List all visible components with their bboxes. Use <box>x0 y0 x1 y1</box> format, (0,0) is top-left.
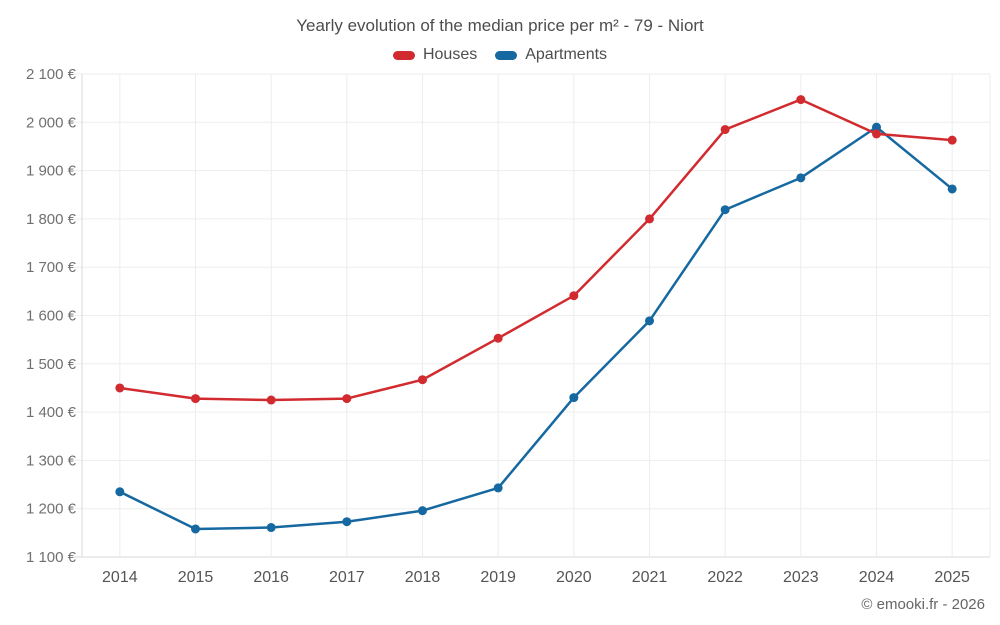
data-point-apartments-2020[interactable] <box>569 393 579 403</box>
x-tick-label: 2014 <box>102 569 138 586</box>
houses-series-swatch <box>392 50 415 60</box>
y-tick-label: 1 800 € <box>26 211 77 228</box>
legend-item-apartments[interactable]: Apartments <box>495 46 607 64</box>
data-point-houses-2016[interactable] <box>266 395 276 405</box>
x-tick-label: 2015 <box>178 569 214 586</box>
data-point-houses-2018[interactable] <box>418 375 427 385</box>
data-point-houses-2019[interactable] <box>493 333 503 343</box>
x-tick-label: 2021 <box>632 569 668 586</box>
data-point-apartments-2023[interactable] <box>796 173 806 183</box>
y-tick-label: 1 700 € <box>26 259 77 276</box>
legend-label-houses: Houses <box>422 46 478 63</box>
x-tick-label: 2020 <box>556 569 592 586</box>
y-tick-label: 1 500 € <box>26 356 77 373</box>
x-tick-label: 2023 <box>783 569 819 586</box>
data-point-apartments-2015[interactable] <box>191 524 200 534</box>
data-point-houses-2024[interactable] <box>872 129 881 139</box>
data-point-houses-2023[interactable] <box>796 95 806 105</box>
y-tick-label: 1 600 € <box>26 308 77 325</box>
data-point-houses-2025[interactable] <box>947 135 957 145</box>
data-point-apartments-2016[interactable] <box>266 523 276 533</box>
legend-item-houses[interactable]: Houses <box>392 46 478 64</box>
data-point-houses-2021[interactable] <box>645 214 654 224</box>
data-point-apartments-2025[interactable] <box>947 184 957 194</box>
x-tick-label: 2017 <box>329 569 365 586</box>
data-point-apartments-2019[interactable] <box>493 483 503 493</box>
data-point-apartments-2024[interactable] <box>872 122 881 132</box>
legend-label-apartments: Apartments <box>525 46 608 63</box>
data-point-apartments-2017[interactable] <box>342 517 352 527</box>
copyright-footer: © emooki.fr - 2026 <box>861 596 985 613</box>
x-tick-label: 2025 <box>934 569 970 586</box>
apartments-series-swatch <box>495 50 518 60</box>
chart-legend: Houses Apartments <box>0 46 1000 64</box>
y-tick-label: 1 900 € <box>26 163 77 180</box>
data-point-apartments-2021[interactable] <box>645 316 654 326</box>
x-tick-label: 2018 <box>405 569 441 586</box>
x-tick-label: 2019 <box>480 569 516 586</box>
y-tick-label: 1 100 € <box>26 549 77 566</box>
data-point-houses-2017[interactable] <box>342 394 352 404</box>
data-point-houses-2022[interactable] <box>720 125 730 135</box>
y-tick-label: 1 400 € <box>26 404 77 421</box>
data-point-houses-2014[interactable] <box>115 383 125 393</box>
y-tick-label: 2 000 € <box>26 114 77 131</box>
data-point-apartments-2014[interactable] <box>115 487 125 497</box>
data-point-apartments-2022[interactable] <box>720 205 730 215</box>
series-line-apartments <box>118 125 954 531</box>
chart-title: Yearly evolution of the median price per… <box>296 16 704 35</box>
y-tick-label: 2 100 € <box>26 66 77 83</box>
y-tick-label: 1 300 € <box>26 452 77 469</box>
data-point-houses-2020[interactable] <box>569 291 579 301</box>
series-line-houses <box>118 98 954 402</box>
x-tick-label: 2016 <box>253 569 289 586</box>
y-tick-label: 1 200 € <box>26 501 77 518</box>
x-tick-label: 2024 <box>859 569 895 586</box>
x-tick-label: 2022 <box>707 569 743 586</box>
data-point-apartments-2018[interactable] <box>418 506 427 516</box>
data-point-houses-2015[interactable] <box>191 394 200 404</box>
